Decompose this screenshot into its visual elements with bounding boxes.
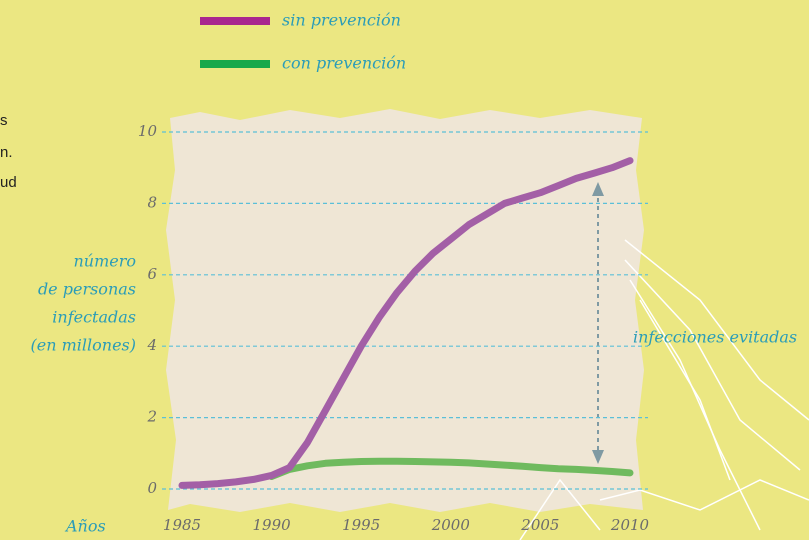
y-tick-label: 10 [138,122,158,140]
y-tick-label: 0 [147,479,157,497]
y-axis-label: de personas [38,280,136,299]
side-text: s [0,112,8,129]
legend-swatch [200,60,270,68]
side-text: n. [0,144,13,161]
y-tick-label: 6 [147,265,157,283]
y-axis-label: infectadas [52,308,136,327]
decoration [519,239,809,540]
series-line [268,457,634,480]
series-line [178,157,634,489]
y-tick-label: 4 [146,336,157,354]
arrow [592,182,604,464]
legend-swatch [200,17,270,25]
x-tick-label: 1995 [342,516,380,534]
x-tick-label: 1990 [253,516,292,534]
x-tick-label: 2005 [520,516,559,534]
y-axis-label: (en millones) [31,336,136,355]
legend-label: con prevención [282,54,406,73]
x-tick-label: 1985 [163,516,201,534]
y-axis-label: número [73,252,136,271]
plot-background [166,109,644,512]
legend-label: sin prevención [282,11,401,30]
x-tick-label: 2000 [431,516,471,534]
x-axis-label: Años [64,517,106,536]
y-tick-label: 2 [146,408,157,426]
y-tick-label: 8 [147,193,157,211]
x-tick-label: 2010 [610,516,650,534]
annotation: infecciones evitadas [633,328,797,347]
side-text: ud [0,174,17,191]
